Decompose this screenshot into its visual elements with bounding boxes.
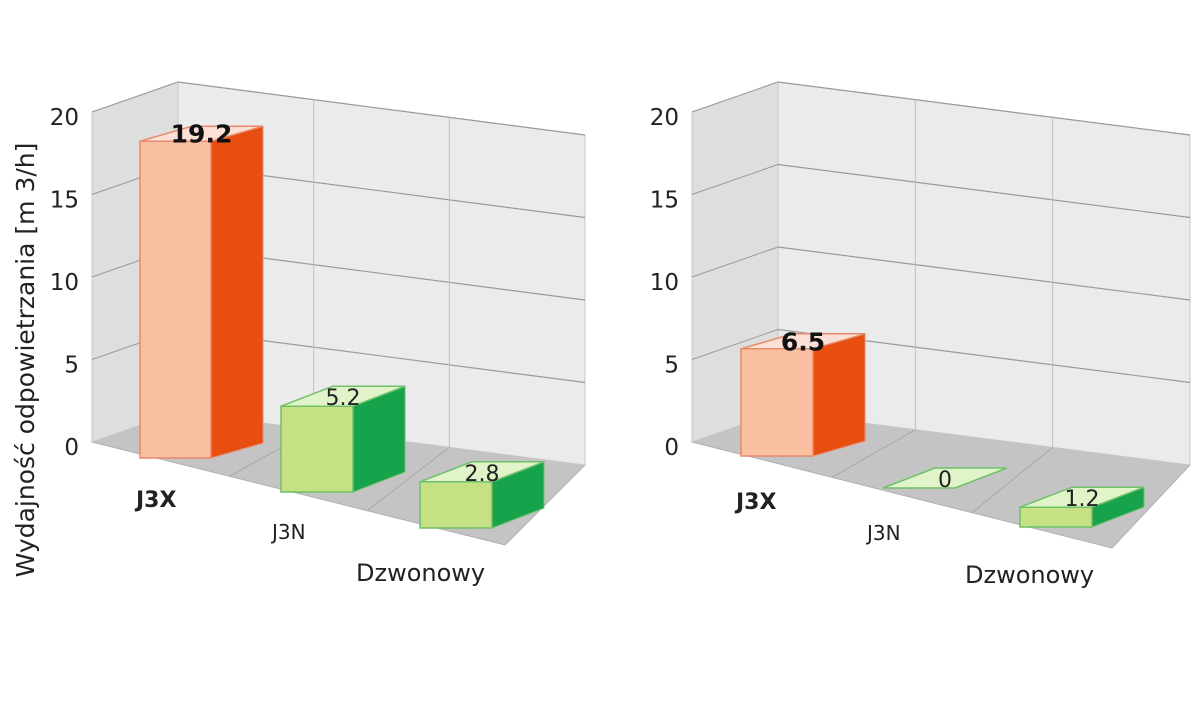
y-tick-label: 15 <box>50 188 79 214</box>
chart-right: 0 5 10 15 20 6.5 0 1.2 J3X J3N Dzwonowy <box>650 81 1192 589</box>
gridline-back <box>177 81 586 136</box>
y-axis-label: Wydajność odpowietrzania [m 3/h] <box>11 143 40 578</box>
category-label: Dzwonowy <box>356 559 485 587</box>
bar-side <box>210 125 264 459</box>
gridline-back <box>777 163 1191 219</box>
bar-value-label: 5.2 <box>326 386 361 411</box>
category-label: J3N <box>865 521 901 545</box>
bar-top <box>882 467 1008 489</box>
bar-top <box>280 385 406 407</box>
category-label: J3X <box>734 490 776 515</box>
bar-front <box>419 481 493 529</box>
y-tick-label: 10 <box>650 270 679 296</box>
gridline-back <box>777 246 1191 301</box>
category-label: J3N <box>270 520 306 544</box>
gridline-back <box>777 81 1191 136</box>
y-tick-label: 10 <box>50 270 79 296</box>
y-tick-label: 5 <box>64 353 79 379</box>
floor-divider <box>971 446 1053 514</box>
bar-top <box>139 125 264 142</box>
bar-J3X: 6.5 <box>740 327 866 457</box>
y-tick-label: 20 <box>50 105 79 131</box>
floor-divider <box>831 429 916 478</box>
bar-value-label: 19.2 <box>171 120 233 149</box>
gridline-left <box>691 81 779 113</box>
bar-J3X: 19.2 <box>139 120 264 459</box>
bar-value-label: 2.8 <box>465 462 500 487</box>
bar-front <box>139 140 212 459</box>
bar-value-label: 1.2 <box>1065 487 1100 512</box>
bar-J3N: 0 <box>882 467 1008 493</box>
y-tick-label: 5 <box>664 353 679 379</box>
chart-left: 0 5 10 15 20 19.2 5.2 2.8 J3X J3N Dzwonowy <box>50 81 587 587</box>
bar-top <box>1019 486 1145 508</box>
category-label: Dzwonowy <box>965 561 1094 589</box>
bar-value-label: 6.5 <box>781 327 825 356</box>
bar-Dzwonowy: 2.8 <box>419 461 545 529</box>
y-tick-label: 0 <box>64 435 79 461</box>
y-tick-label: 0 <box>664 435 679 461</box>
bar-front <box>280 405 354 493</box>
y-tick-label: 20 <box>650 105 679 131</box>
category-label: J3X <box>134 488 176 513</box>
floor-divider <box>367 446 450 512</box>
y-tick-label: 15 <box>650 188 679 214</box>
bar-Dzwonowy: 1.2 <box>1019 486 1145 528</box>
gridline-left <box>91 81 179 113</box>
bar-front <box>740 348 814 457</box>
gridline-left <box>691 164 779 195</box>
gridline-left <box>691 246 779 278</box>
bar-J3N: 5.2 <box>280 385 406 493</box>
bar-top <box>419 461 545 483</box>
bar-top <box>740 333 866 350</box>
bar-value-label: 0 <box>938 468 952 493</box>
gridline-left <box>691 329 779 360</box>
